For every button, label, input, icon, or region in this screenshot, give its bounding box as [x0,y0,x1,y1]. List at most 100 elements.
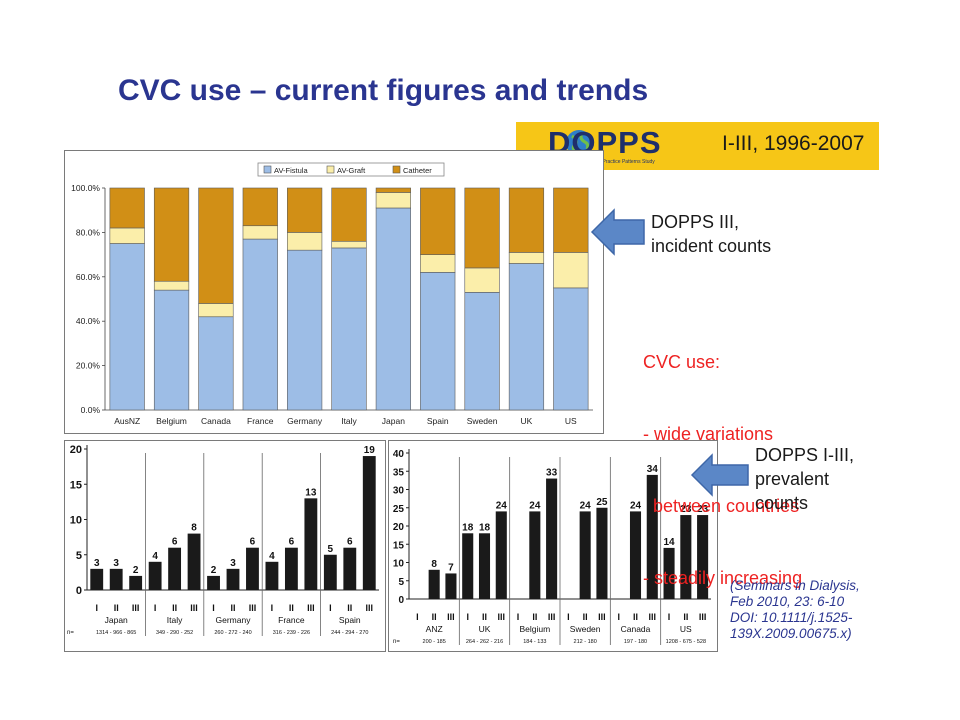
citation-line: (Seminars in Dialysis, [730,578,860,593]
group-n-label: 316 - 239 - 226 [273,630,310,636]
group-label: Italy [167,615,183,625]
group-label: Sweden [570,624,601,634]
bar-segment [375,187,411,193]
group-n-label: 200 - 185 [423,639,446,645]
period-label: I [271,603,274,613]
period-label: I [212,603,215,613]
bar-segment [331,187,367,242]
bar-segment [198,187,234,304]
bar-segment [553,252,589,289]
bar [168,547,182,590]
bar [284,547,298,590]
group-n-label: 184 - 133 [523,639,546,645]
note-prevalent: DOPPS I-III, prevalent counts [755,443,854,515]
period-label: II [432,612,437,622]
group-label: Canada [621,624,651,634]
y-tick-label: 5 [398,577,404,588]
period-label: II [633,612,638,622]
period-label: III [598,612,606,622]
bar-segment [242,187,278,227]
dopps-range: I-III, 1996-2007 [722,132,865,155]
bar-segment [242,225,278,240]
bar [529,511,541,599]
y-tick-label: 100.0% [71,183,100,193]
period-label: II [172,603,177,613]
period-label: I [95,603,98,613]
group-label: US [680,624,692,634]
access-type-chart: AV-Fistula AV-Graft Catheter 0.0% 20.0% 40.0%… [64,150,604,434]
bar [109,568,123,590]
bar-segment [109,227,145,244]
bar-value-label: 3 [230,558,236,569]
period-label: III [498,612,506,622]
x-tick-label: Germany [287,416,323,426]
period-label: III [307,603,315,613]
x-tick-label: Japan [382,416,405,426]
citation-line: Feb 2010, 23: 6-10 [730,594,845,609]
period-label: II [583,612,588,622]
bar-segment [331,240,367,249]
group-n-label: 349 - 290 - 252 [156,630,193,636]
bar-segment [153,280,190,291]
bar [246,547,259,590]
bar-value-label: 14 [663,537,675,548]
bar [579,511,591,599]
period-label: I [329,603,332,613]
y-tick-label: 25 [393,504,405,515]
bar-segment [553,187,589,253]
bar-segment [287,232,323,251]
bar-value-label: 3 [94,558,100,569]
bar-segment [109,187,145,229]
bar-segment [420,187,456,255]
period-label: I [517,612,520,622]
y-tick-label: 10 [70,515,82,527]
period-label: III [699,612,707,622]
group-label: Germany [216,615,252,625]
legend-swatch [263,165,272,174]
bar [187,533,201,590]
bar-segment [508,263,545,411]
bar [428,569,440,599]
x-tick-label: France [247,416,274,426]
note-incident-line: incident counts [651,236,772,256]
y-tick-label: 40 [393,449,405,460]
note-cvc-line: CVC use: [643,352,721,372]
group-n-label: 260 - 272 - 240 [214,630,251,636]
period-label: I [154,603,157,613]
bar [304,498,318,590]
prevalent-chart-left: 0 5 10 15 20 n= I 3 II 3 III 2 Japan 1314 - 966 - 865… [64,440,386,652]
bar [129,575,143,590]
period-label: I [466,612,469,622]
bar-value-label: 2 [133,565,139,576]
bar-value-label: 6 [347,537,353,548]
bar-value-label: 5 [328,544,334,555]
legend-swatch [326,165,335,174]
period-label: II [347,603,352,613]
note-cvc-line: - steadily increasing [643,568,803,588]
bar [90,568,104,590]
note-incident: DOPPS III, incident counts [651,210,771,258]
x-tick-label: Belgium [156,416,187,426]
group-label: ANZ [426,624,443,634]
bar-segment [420,272,456,411]
bar-value-label: 24 [580,500,592,511]
bar-value-label: 7 [448,562,454,573]
citation: (Seminars in Dialysis, Feb 2010, 23: 6-1… [730,578,860,642]
bar-value-label: 24 [496,500,508,511]
group-n-label: 264 - 262 - 216 [466,639,503,645]
y-tick-label: 35 [393,467,405,478]
period-label: II [482,612,487,622]
slide-title: CVC use – current figures and trends [118,74,649,107]
period-label: III [649,612,657,622]
bar-value-label: 23 [680,504,692,515]
bar-segment [331,247,367,411]
period-label: I [668,612,671,622]
period-label: I [617,612,620,622]
bar [596,507,608,599]
x-tick-label: Spain [427,416,449,426]
note-cvc-line: - wide variations [643,424,774,444]
bar [148,561,162,590]
x-tick-label: Sweden [467,416,498,426]
bar-segment [287,187,323,233]
